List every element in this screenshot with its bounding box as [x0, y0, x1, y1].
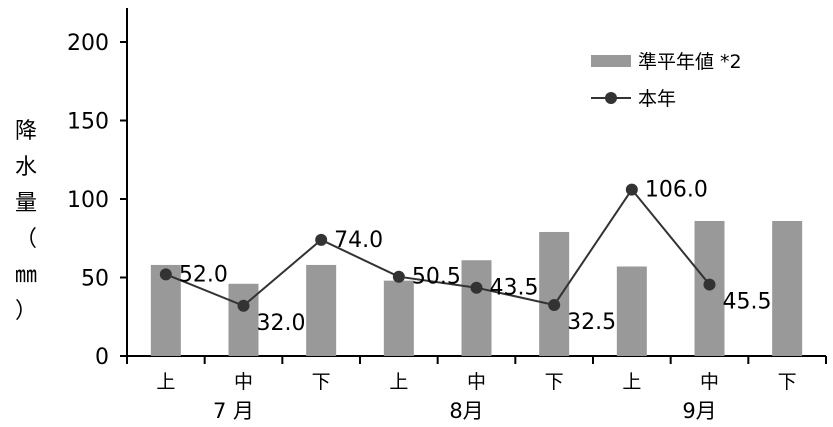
line-point	[625, 183, 638, 196]
x-category-label: 中	[467, 371, 486, 393]
y-axis-title-char: 量	[15, 191, 37, 216]
data-label: 74.0	[334, 228, 383, 253]
line-point	[392, 270, 405, 283]
y-tick-label: 100	[67, 188, 109, 213]
data-label: 32.5	[567, 310, 616, 335]
y-tick-label: 200	[67, 31, 109, 56]
line-series: 52.0 32.0 74.0 50.5 43.5 32.5 106.0 45.5	[159, 178, 772, 336]
y-tick-label: 150	[67, 110, 109, 135]
x-group-label: 8月	[449, 399, 483, 423]
line-point	[237, 299, 250, 312]
y-axis-title-char: （	[15, 227, 37, 252]
data-label: 52.0	[179, 262, 228, 287]
y-axis-title-char: ）	[15, 299, 37, 324]
bar	[306, 264, 337, 356]
bar	[772, 220, 803, 356]
x-category-label: 下	[312, 371, 331, 393]
legend: 準平年値 *2 本年	[591, 51, 742, 110]
line-point	[470, 281, 483, 294]
legend-bar-label: 準平年値 *2	[638, 51, 742, 73]
data-label: 45.5	[723, 290, 772, 315]
y-axis-title-char: 水	[15, 155, 37, 180]
legend-bar-swatch	[591, 55, 631, 67]
y-axis-title-char: ㎜	[15, 263, 37, 288]
line-point	[548, 298, 561, 311]
data-label: 32.0	[257, 311, 306, 336]
legend-line-marker	[605, 92, 617, 104]
x-category-label: 中	[700, 371, 719, 393]
y-tick-label: 0	[95, 345, 109, 370]
data-label: 106.0	[645, 178, 708, 203]
line-point	[159, 268, 172, 281]
x-category-labels: 上中下上中下上中下	[156, 371, 796, 393]
bar	[228, 283, 259, 356]
x-group-labels: 7 月 8月 9月	[213, 399, 717, 423]
bar	[461, 260, 492, 356]
bar-series	[150, 220, 803, 356]
x-group-label: 9月	[682, 399, 716, 423]
legend-line-label: 本年	[638, 88, 676, 110]
x-category-label: 上	[622, 371, 641, 393]
y-ticks: 0 50 100 150 200	[67, 31, 127, 370]
line-point	[315, 233, 328, 246]
x-category-label: 下	[545, 371, 564, 393]
x-category-label: 下	[778, 371, 797, 393]
x-category-label: 中	[234, 371, 253, 393]
data-label: 43.5	[490, 276, 539, 301]
series-line	[165, 187, 711, 307]
data-label: 50.5	[412, 265, 461, 290]
x-group-label: 7 月	[213, 399, 254, 423]
bar	[539, 231, 570, 356]
x-category-label: 上	[389, 371, 408, 393]
bar	[616, 266, 647, 356]
line-point	[703, 278, 716, 291]
x-category-label: 上	[156, 371, 175, 393]
bar	[383, 280, 414, 356]
y-axis-title: 降水量 （ ㎜ ）	[15, 119, 37, 324]
y-axis-title-char: 降	[15, 119, 37, 144]
y-tick-label: 50	[81, 267, 109, 292]
